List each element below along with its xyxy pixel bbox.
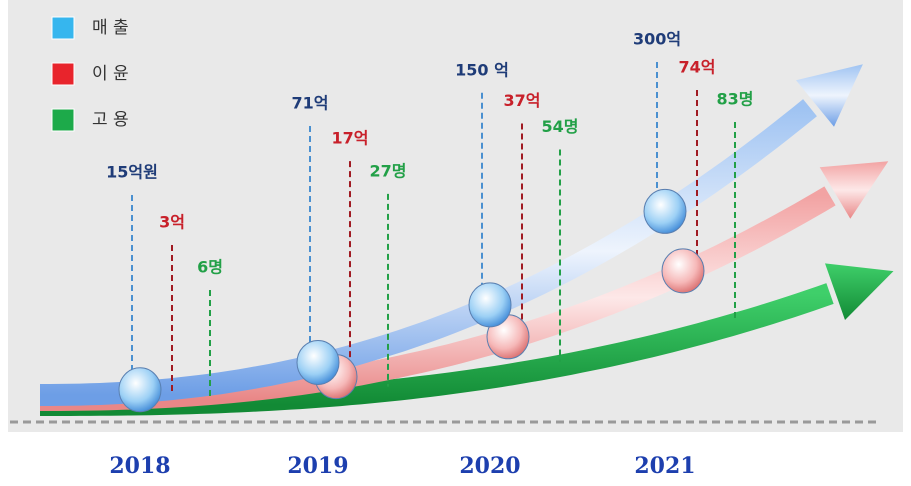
data-label: 6명 xyxy=(197,258,223,277)
data-label: 54명 xyxy=(542,117,579,136)
data-label: 71억 xyxy=(292,93,329,112)
legend-label: 매 출 xyxy=(92,18,129,38)
data-label: 74억 xyxy=(679,58,716,77)
data-label: 150 억 xyxy=(455,60,509,79)
data-label: 15억원 xyxy=(106,163,158,182)
x-tick-label: 2020 xyxy=(459,453,520,479)
legend-swatch xyxy=(51,62,75,86)
data-label: 300억 xyxy=(633,30,681,49)
marker-ball xyxy=(468,282,512,328)
data-label: 27명 xyxy=(370,161,407,180)
marker-ball xyxy=(118,367,162,413)
x-tick-label: 2018 xyxy=(109,453,170,479)
x-tick-label: 2019 xyxy=(287,453,348,479)
data-label: 37억 xyxy=(504,91,541,110)
arrow-head xyxy=(825,263,894,320)
legend-swatch xyxy=(51,108,75,132)
arrow-head xyxy=(819,161,889,219)
legend-label: 이 윤 xyxy=(92,64,129,84)
data-label: 3억 xyxy=(159,213,185,232)
legend-swatch xyxy=(51,16,75,40)
data-label: 83명 xyxy=(717,90,754,109)
arrow-head xyxy=(796,64,863,127)
x-tick-label: 2021 xyxy=(634,453,695,479)
marker-ball xyxy=(296,339,340,385)
legend-label: 고 용 xyxy=(92,110,129,130)
marker-ball xyxy=(643,188,687,234)
marker-ball xyxy=(661,248,705,294)
data-label: 17억 xyxy=(332,129,369,148)
